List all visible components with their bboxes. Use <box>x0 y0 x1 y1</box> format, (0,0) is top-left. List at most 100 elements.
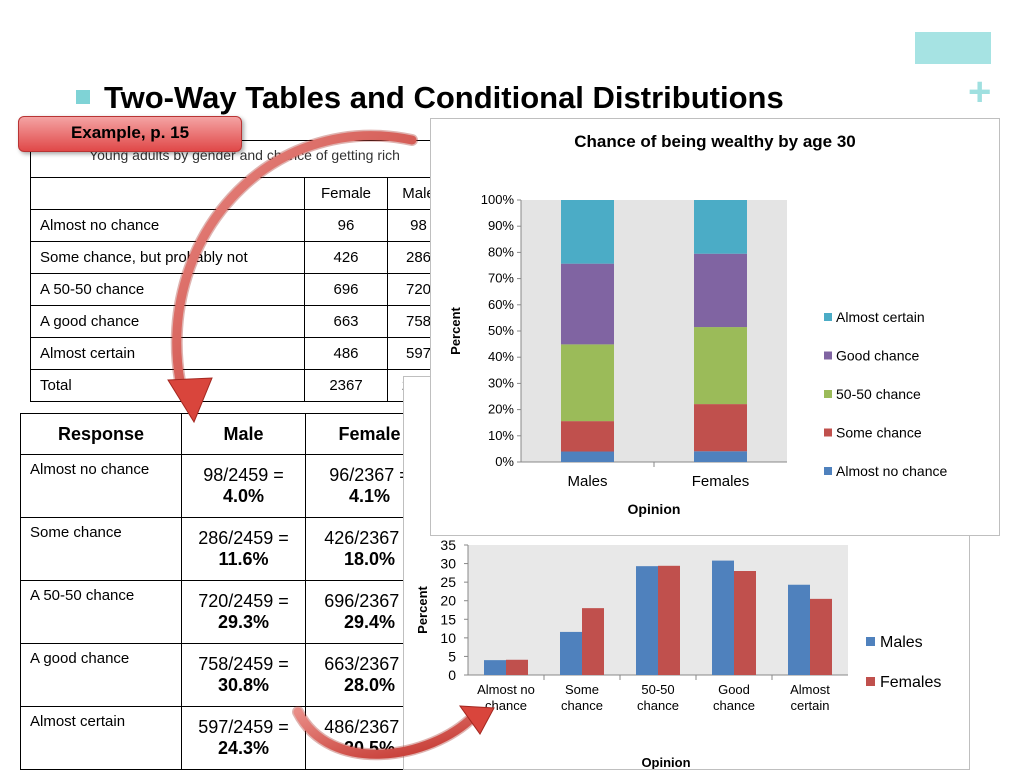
y-tick-label: 20 <box>440 593 456 609</box>
bar-segment-almost-no-chance <box>694 451 747 462</box>
x-category-label-line: Some <box>565 682 599 697</box>
male-percent: 4.0% <box>222 486 265 506</box>
y-tick-label: 15 <box>440 611 456 627</box>
conditional-table: Response Male Female Almost no chance 98… <box>20 413 434 770</box>
counts-female-value: 486 <box>304 337 388 370</box>
bar-males <box>712 560 734 675</box>
x-category-label: Females <box>692 473 750 490</box>
legend-swatch <box>824 390 832 398</box>
counts-table: Young adults by gender and chance of get… <box>30 140 450 402</box>
bar-females <box>810 598 832 675</box>
y-axis-title: Percent <box>415 585 430 633</box>
counts-header-blank <box>30 177 305 210</box>
female-percent: 29.4% <box>343 612 396 632</box>
x-category-label: Males <box>567 473 607 490</box>
legend-label: 50-50 chance <box>836 386 921 402</box>
counts-row-label: Total <box>30 369 305 402</box>
female-percent: 28.0% <box>343 675 396 695</box>
male-fraction: 597/2459 = <box>198 717 289 737</box>
y-tick-label: 40% <box>488 349 514 364</box>
legend-swatch <box>824 467 832 475</box>
x-category-label-line: certain <box>790 698 829 713</box>
female-percent: 4.1% <box>348 486 391 506</box>
legend-swatch <box>824 313 832 321</box>
male-percent: 24.3% <box>217 738 270 758</box>
stacked-bar-chart-panel: Chance of being wealthy by age 30 0% 10% 20… <box>430 118 1000 536</box>
bar-segment-good-chance <box>561 263 614 345</box>
y-tick-label: 60% <box>488 297 514 312</box>
bar-segment-good-chance <box>694 253 747 328</box>
y-tick-label: 10% <box>488 428 514 443</box>
female-fraction: 426/2367 = <box>324 528 415 548</box>
example-label: Example, p. 15 <box>18 116 242 152</box>
male-fraction: 720/2459 = <box>198 591 289 611</box>
male-percent-cell: 98/2459 = 4.0% <box>181 454 306 518</box>
female-percent: 18.0% <box>343 549 396 569</box>
x-category-label-line: chance <box>637 698 679 713</box>
bullet-icon <box>76 90 90 104</box>
legend-swatch <box>824 428 832 437</box>
x-axis-title: Opinion <box>628 501 681 517</box>
conditional-row-label: A good chance <box>20 643 182 707</box>
y-tick-label: 5 <box>448 648 456 664</box>
legend-label: Males <box>880 634 923 651</box>
female-fraction: 663/2367 = <box>324 654 415 674</box>
counts-row-label: A 50-50 chance <box>30 273 305 306</box>
x-category-label-line: Good <box>718 682 750 697</box>
y-tick-label: 80% <box>488 244 514 259</box>
counts-row-label: Almost certain <box>30 337 305 370</box>
female-fraction: 696/2367 = <box>324 591 415 611</box>
counts-row-label: Almost no chance <box>30 209 305 242</box>
female-percent: 20.5% <box>343 738 396 758</box>
counts-row-label: Some chance, but probably not <box>30 241 305 274</box>
conditional-header-male: Male <box>181 413 306 455</box>
conditional-header-response: Response <box>20 413 182 455</box>
y-tick-label: 70% <box>488 271 514 286</box>
y-tick-label: 100% <box>481 192 515 207</box>
bar-males <box>560 631 582 675</box>
bar-males <box>636 566 658 675</box>
bar-segment-almost-certain <box>561 200 614 264</box>
female-fraction: 96/2367 = <box>329 465 410 485</box>
x-category-label-line: chance <box>561 698 603 713</box>
bar-segment-50-50-chance <box>694 327 747 405</box>
x-category-label-line: Almost <box>790 682 830 697</box>
counts-female-value: 696 <box>304 273 388 306</box>
legend-label: Almost certain <box>836 309 925 325</box>
x-category-label-line: 50-50 <box>641 682 674 697</box>
slide-title: Two-Way Tables and Conditional Distribut… <box>104 80 784 115</box>
y-tick-label: 10 <box>440 630 456 646</box>
y-axis-title: Percent <box>448 306 463 354</box>
male-percent-cell: 597/2459 = 24.3% <box>181 706 306 770</box>
male-percent-cell: 758/2459 = 30.8% <box>181 643 306 707</box>
bar-females <box>582 608 604 675</box>
male-fraction: 286/2459 = <box>198 528 289 548</box>
y-tick-label: 25 <box>440 574 456 590</box>
male-fraction: 98/2459 = <box>203 465 284 485</box>
conditional-row-label: Some chance <box>20 517 182 581</box>
y-tick-label: 90% <box>488 218 514 233</box>
y-tick-label: 50% <box>488 323 514 338</box>
conditional-row-label: Almost no chance <box>20 454 182 518</box>
male-percent-cell: 720/2459 = 29.3% <box>181 580 306 644</box>
legend-swatch <box>866 637 875 646</box>
conditional-row-label: Almost certain <box>20 706 182 770</box>
chart-title: Chance of being wealthy by age 30 <box>574 132 856 151</box>
female-fraction: 486/2367 = <box>324 717 415 737</box>
y-tick-label: 0% <box>495 454 514 469</box>
plus-decoration-icon: + <box>968 70 992 114</box>
legend-swatch <box>824 351 832 360</box>
bar-females <box>658 565 680 675</box>
bar-segment-some-chance <box>561 421 614 452</box>
bar-females <box>506 659 528 675</box>
male-fraction: 758/2459 = <box>198 654 289 674</box>
counts-female-value: 96 <box>304 209 388 242</box>
y-tick-label: 35 <box>440 537 456 553</box>
x-axis-title: Opinion <box>641 755 690 769</box>
x-category-label-line: chance <box>713 698 755 713</box>
counts-row-label: A good chance <box>30 305 305 338</box>
bar-males <box>788 584 810 675</box>
counts-female-value: 663 <box>304 305 388 338</box>
bar-females <box>734 571 756 675</box>
